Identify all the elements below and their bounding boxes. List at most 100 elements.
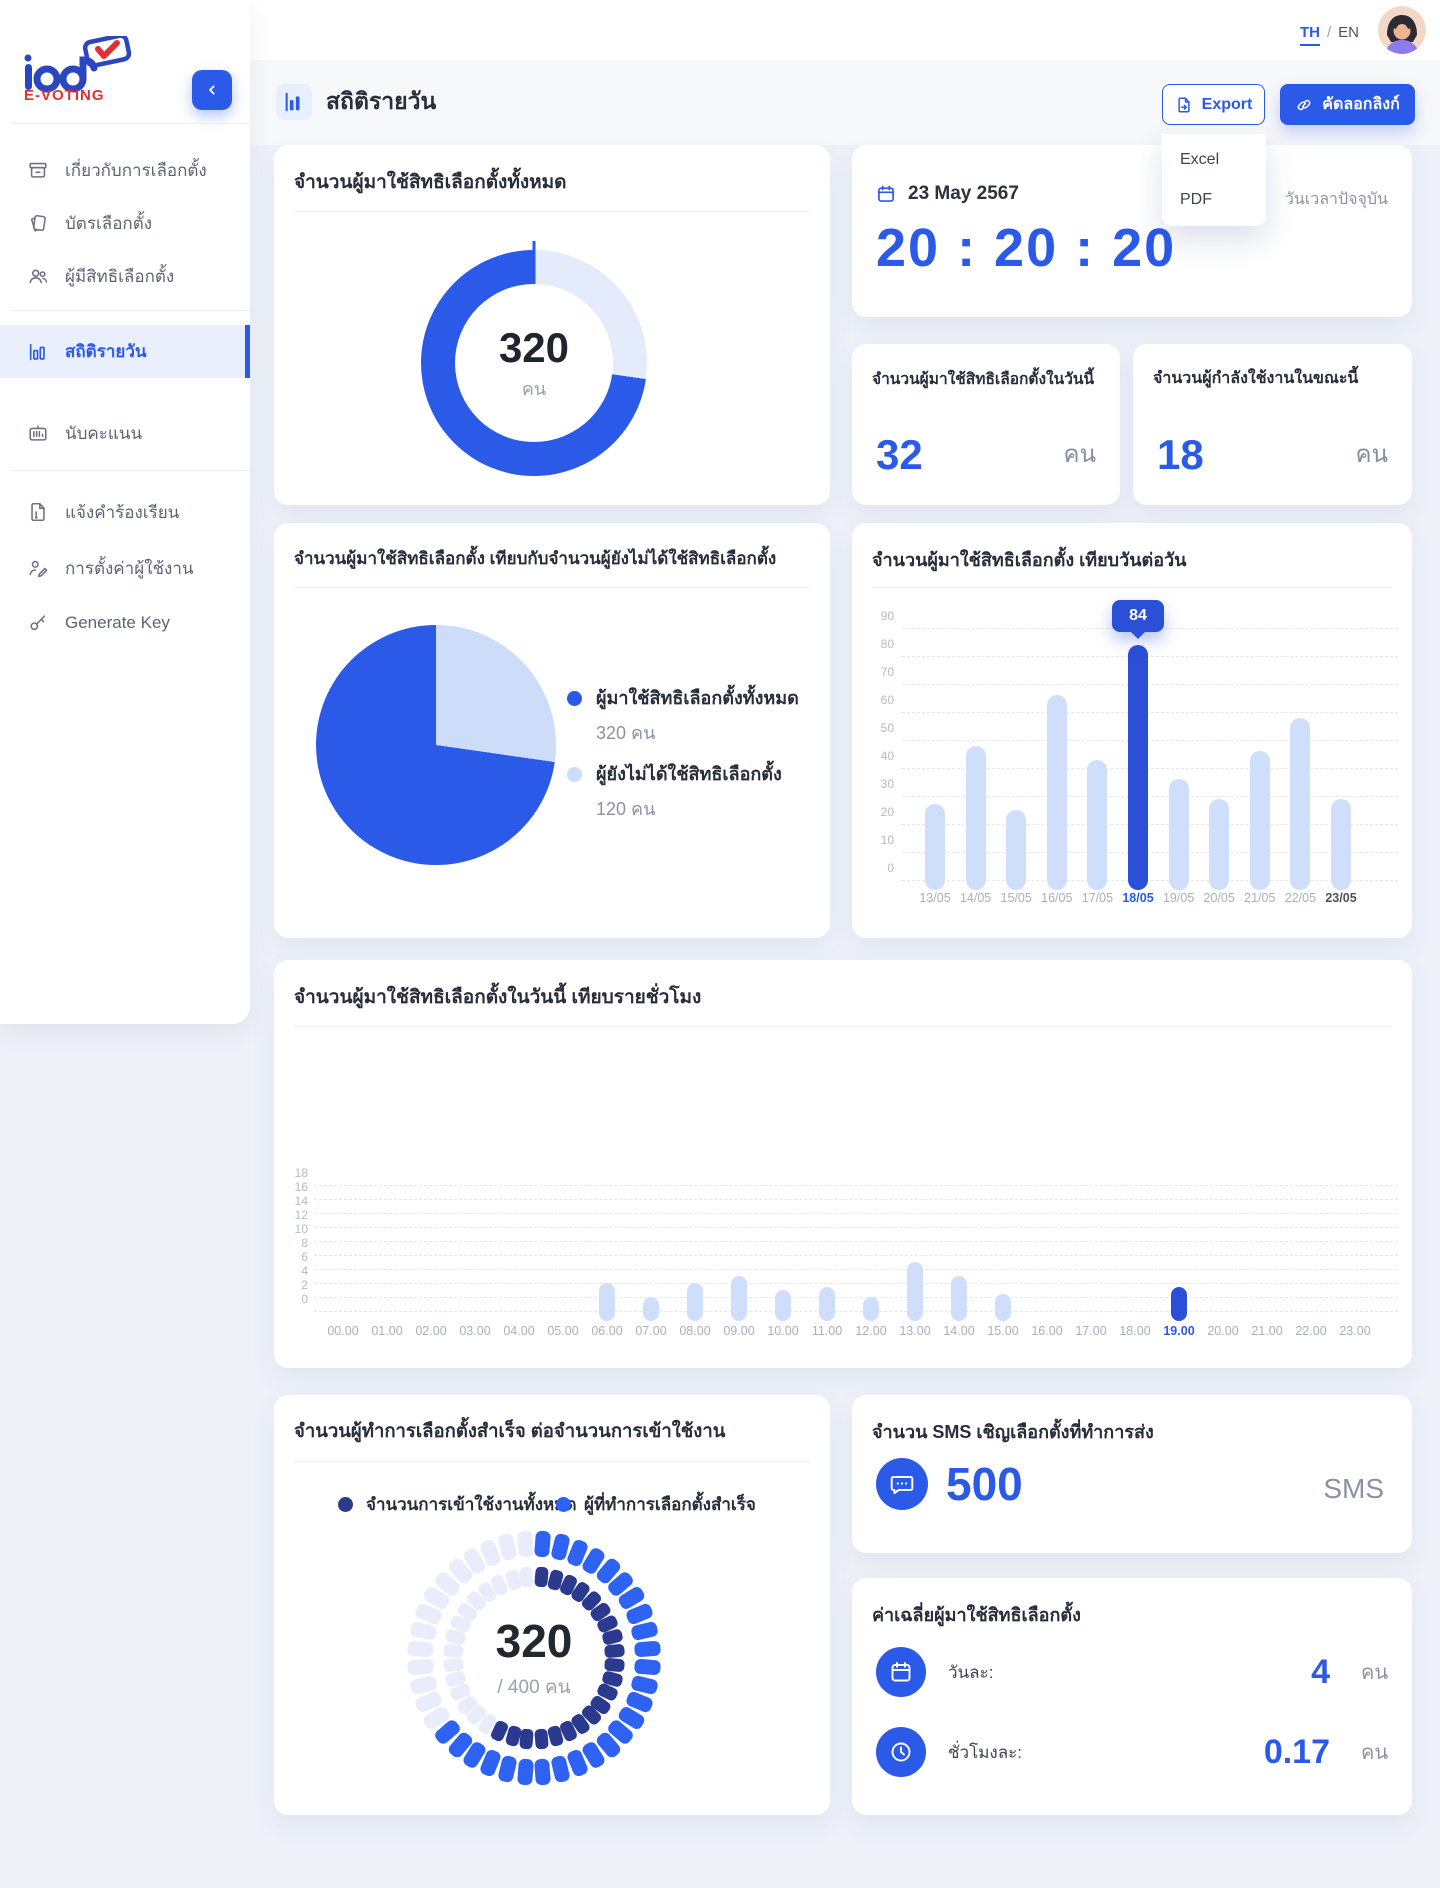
sidebar-item-7[interactable]: Generate Key (0, 597, 250, 649)
y-axis-label: 14 (294, 1194, 308, 1209)
sidebar-item-2[interactable]: ผู้มีสิทธิเลือกตั้ง (0, 250, 250, 302)
bar-19.00[interactable] (1171, 1286, 1187, 1321)
copy-link-button[interactable]: คัดลอกลิงก์ (1280, 84, 1415, 125)
grid-line (314, 1311, 1398, 1312)
bar-13.00[interactable] (907, 1262, 923, 1321)
sidebar-item-label: แจ้งคำร้องเรียน (65, 502, 180, 522)
sidebar-item-label: การตั้งค่าผู้ใช้งาน (65, 558, 194, 578)
sidebar-item-5[interactable]: แจ้งคำร้องเรียน (0, 486, 250, 538)
y-axis-label: 4 (301, 1264, 308, 1279)
bar-06.00[interactable] (599, 1283, 615, 1321)
card-datetime: 23 May 2567 วันเวลาปัจจุบัน 20 : 20 : 20 (852, 145, 1412, 317)
bar-12.00[interactable] (863, 1297, 879, 1321)
language-toggle: TH / EN (1300, 24, 1359, 46)
grid-line (314, 1213, 1398, 1215)
bar-13/05[interactable] (925, 804, 945, 890)
y-axis-label: 70 (880, 665, 894, 679)
bar-15/05[interactable] (1006, 810, 1027, 890)
chevron-left-icon (209, 85, 215, 95)
sidebar-collapse-button[interactable] (192, 70, 232, 110)
sidebar-item-6[interactable]: การตั้งค่าผู้ใช้งาน (0, 542, 250, 594)
average-label: วันละ: (948, 1662, 994, 1682)
bar-21/05[interactable] (1249, 751, 1270, 890)
bar-10.00[interactable] (775, 1290, 791, 1321)
export-menu-item-pdf[interactable]: PDF (1180, 191, 1212, 208)
sms-unit: SMS (1323, 1473, 1384, 1504)
ring-segment (634, 1658, 662, 1676)
average-label: ชั่วโมงละ: (948, 1742, 1022, 1762)
x-axis-label: 17.00 (1075, 1324, 1107, 1338)
bar-09.00[interactable] (731, 1276, 747, 1321)
y-axis-label: 0 (301, 1292, 308, 1306)
pie-legend-entry-0: ผู้มาใช้สิทธิเลือกตั้งทั้งหมด 320 คน (567, 683, 799, 747)
calendar-icon (876, 1647, 926, 1697)
bar-22/05[interactable] (1290, 717, 1311, 890)
sidebar-item-1[interactable]: บัตรเลือกตั้ง (0, 197, 250, 249)
card-title: จำนวนผู้มาใช้สิทธิเลือกตั้งในวันนี้ เทีย… (294, 987, 702, 1008)
counter-icon (26, 421, 50, 445)
legend-dot (556, 1497, 571, 1512)
x-axis-label: 13/05 (919, 891, 951, 905)
average-value: 0.17 (1263, 1732, 1330, 1771)
bar-chart-icon (276, 84, 312, 120)
y-axis-label: 8 (301, 1236, 308, 1251)
bar-23/05[interactable] (1331, 798, 1351, 890)
stat-unit: คน (1355, 441, 1388, 468)
bar-14.00[interactable] (951, 1276, 967, 1321)
y-axis-label: 80 (880, 637, 894, 651)
x-axis-label: 23/05 (1325, 891, 1357, 905)
bar-17/05[interactable] (1087, 759, 1108, 890)
sidebar-item-label: บัตรเลือกตั้ง (65, 213, 153, 233)
export-file-icon (1178, 97, 1190, 112)
bar-20/05[interactable] (1209, 798, 1230, 890)
bar-14/05[interactable] (965, 745, 986, 890)
lang-th[interactable]: TH (1300, 24, 1320, 46)
bar-15.00[interactable] (995, 1293, 1011, 1321)
x-axis-label: 08.00 (679, 1324, 711, 1338)
x-axis-label: 13.00 (899, 1324, 931, 1338)
card-title: ค่าเฉลี่ยผู้มาใช้สิทธิเลือกตั้ง (872, 1605, 1081, 1625)
grid-line (314, 1185, 1398, 1187)
x-axis-label: 20.00 (1207, 1324, 1239, 1338)
ring-segment (516, 1530, 534, 1558)
avatar[interactable] (1378, 6, 1426, 54)
x-axis-label: 10.00 (767, 1324, 799, 1338)
key-icon (26, 611, 50, 635)
x-axis-label: 15.00 (987, 1324, 1019, 1338)
link-icon (1297, 99, 1311, 110)
sidebar-item-3[interactable]: สถิติรายวัน (0, 325, 250, 378)
donut-center-value: 320 (498, 323, 570, 371)
sidebar: E-VOTING เกี่ยวกับการเลือกตั้งบัตรเลือกต… (0, 0, 250, 1024)
bar-07.00[interactable] (643, 1297, 659, 1321)
sidebar-item-0[interactable]: เกี่ยวกับการเลือกตั้ง (0, 144, 250, 196)
x-axis-label: 14/05 (959, 891, 992, 905)
export-dropdown: Excel PDF (1162, 134, 1266, 226)
bar-18/05[interactable] (1128, 644, 1148, 890)
divider (872, 587, 1392, 588)
x-axis-label: 01.00 (371, 1324, 403, 1338)
sidebar-divider (12, 470, 250, 471)
bar-08.00[interactable] (687, 1283, 703, 1321)
card-title: จำนวนผู้มาใช้สิทธิเลือกตั้ง เทียบกับจำนว… (294, 549, 777, 568)
current-time: 20 : 20 : 20 (876, 218, 1177, 278)
pie-legend-entry-1: ผู้ยังไม่ได้ใช้สิทธิเลือกตั้ง 120 คน (567, 759, 782, 823)
card-success-ratio: จำนวนผู้ทำการเลือกตั้งสำเร็จ ต่อจำนวนการ… (274, 1395, 830, 1815)
stat-title: จำนวนผู้มาใช้สิทธิเลือกตั้งในวันนี้ (872, 371, 1095, 388)
stat-value: 18 (1157, 431, 1204, 478)
bar-19/05[interactable] (1168, 779, 1189, 890)
card-hourly-chart: จำนวนผู้มาใช้สิทธิเลือกตั้งในวันนี้ เทีย… (274, 960, 1412, 1368)
average-unit: คน (1360, 1662, 1388, 1684)
lang-en[interactable]: EN (1338, 24, 1360, 41)
x-axis-label: 16.00 (1031, 1324, 1063, 1338)
export-button[interactable]: Export (1162, 84, 1265, 125)
svg-text:E-VOTING: E-VOTING (24, 87, 105, 102)
export-menu-item-excel[interactable]: Excel (1180, 151, 1220, 168)
sidebar-item-4[interactable]: นับคะแนน (0, 407, 250, 459)
divider (294, 1026, 1392, 1027)
legend-value: 320 คน (596, 723, 656, 743)
bar-11.00[interactable] (819, 1286, 835, 1321)
bar-16/05[interactable] (1046, 695, 1067, 890)
ring-segment (534, 1530, 552, 1558)
card-title: จำนวนผู้ทำการเลือกตั้งสำเร็จ ต่อจำนวนการ… (294, 1420, 726, 1441)
card-sms: จำนวน SMS เชิญเลือกตั้งที่ทำการส่ง 500 S… (852, 1395, 1412, 1553)
